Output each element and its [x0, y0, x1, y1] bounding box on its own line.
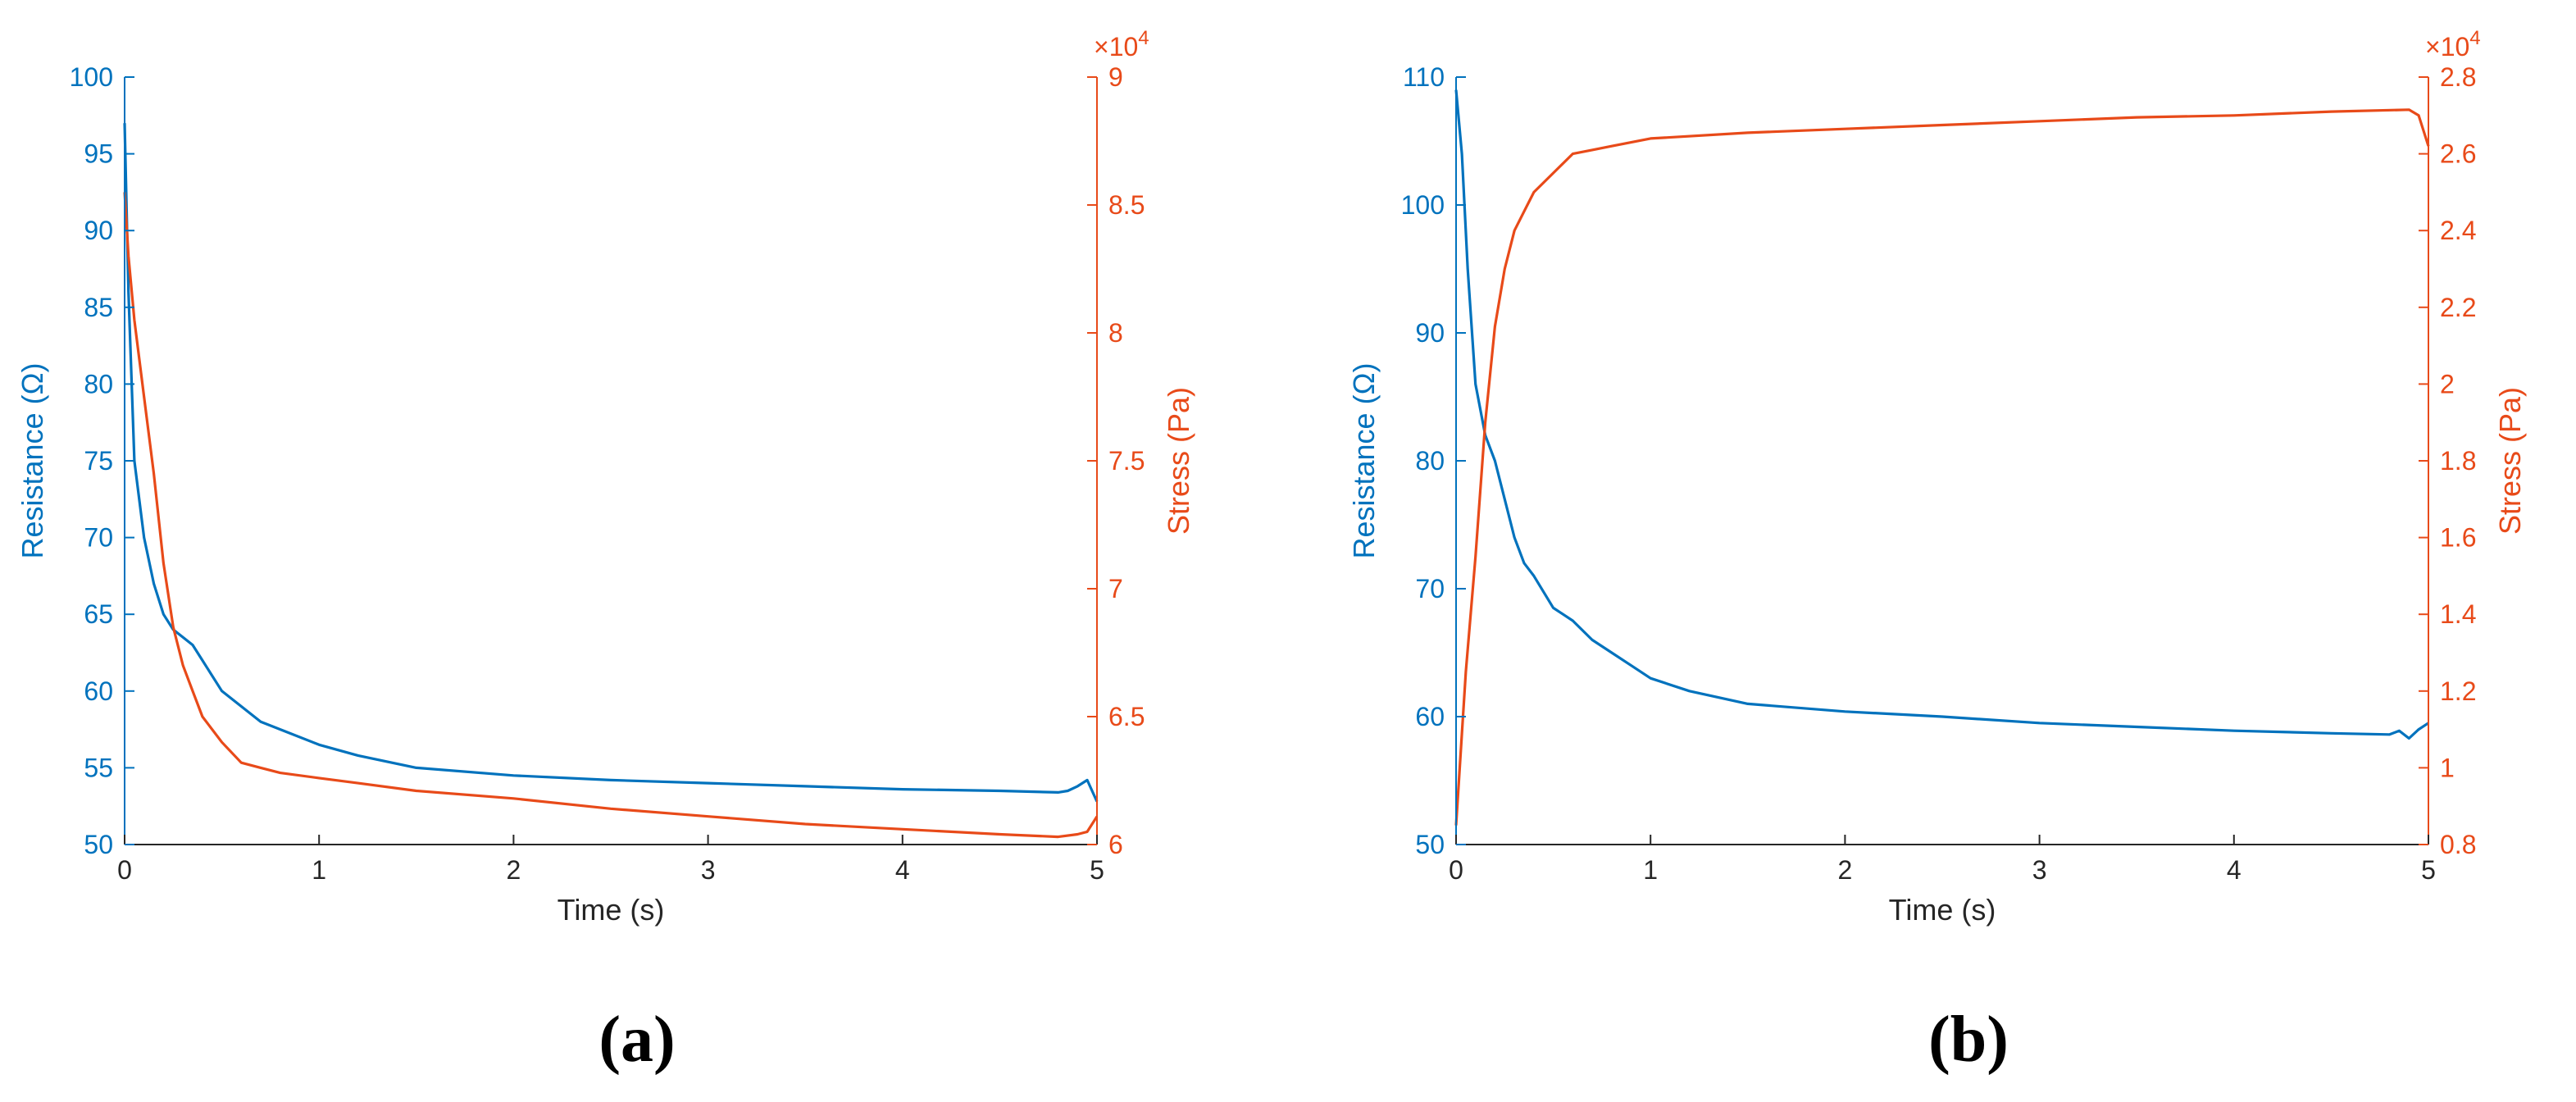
y-left-tick-label: 70 — [1415, 574, 1445, 603]
resistance-line — [1454, 89, 2429, 740]
y-right-tick-label: 2 — [2440, 369, 2455, 398]
y-left-tick-label: 85 — [84, 293, 113, 322]
y-right-tick-label: 9 — [1108, 62, 1123, 92]
y-left-axis-title: Resistance (Ω) — [1347, 363, 1381, 559]
y-left-tick-label: 90 — [1415, 318, 1445, 348]
y-left-tick-label: 95 — [84, 139, 113, 169]
y-right-multiplier: ×104 — [1094, 27, 1149, 61]
panel-label: (b) — [1928, 1004, 2009, 1076]
x-tick-label: 4 — [2227, 855, 2241, 885]
y-left-tick-label: 90 — [84, 216, 113, 245]
stress-line — [1454, 108, 2430, 826]
x-tick-label: 2 — [507, 855, 521, 885]
y-left-tick-label: 75 — [84, 446, 113, 476]
y-left-tick-label: 65 — [84, 599, 113, 629]
y-right-tick-label: 2.6 — [2440, 139, 2476, 169]
y-left-tick-label: 100 — [70, 62, 113, 92]
y-right-tick-label: 6 — [1108, 830, 1123, 859]
y-right-axis-title: Stress (Pa) — [1162, 387, 1195, 535]
chart-panel-a: 0 1 2 3 4 55055606570758085909510066.577.588.… — [16, 27, 1195, 1076]
x-tick-label: 1 — [312, 855, 326, 885]
y-right-multiplier: ×104 — [2425, 27, 2481, 61]
y-right-tick-label: 2.2 — [2440, 293, 2476, 322]
y-right-tick-label: 7 — [1108, 574, 1123, 603]
x-tick-label: 5 — [2421, 855, 2436, 885]
resistance-line — [123, 123, 1099, 803]
y-right-tick-label: 2.4 — [2440, 216, 2476, 245]
x-tick-label: 3 — [701, 855, 716, 885]
y-right-tick-label: 8.5 — [1108, 190, 1145, 220]
y-right-tick-label: 0.8 — [2440, 830, 2476, 859]
x-tick-label: 0 — [1449, 855, 1463, 885]
y-right-tick-label: 1.4 — [2440, 599, 2476, 629]
y-left-tick-label: 80 — [1415, 446, 1445, 476]
y-right-tick-label: 7.5 — [1108, 446, 1145, 476]
stress-line — [123, 192, 1099, 839]
x-tick-label: 0 — [117, 855, 132, 885]
y-left-tick-label: 60 — [1415, 702, 1445, 731]
y-left-tick-label: 70 — [84, 523, 113, 553]
x-tick-label: 5 — [1090, 855, 1104, 885]
y-left-tick-label: 110 — [1403, 62, 1445, 92]
y-right-tick-label: 1.2 — [2440, 676, 2476, 706]
y-right-tick-label: 1.8 — [2440, 446, 2476, 476]
y-left-tick-label: 50 — [1415, 830, 1445, 859]
y-left-tick-label: 80 — [84, 369, 113, 398]
y-right-axis-title: Stress (Pa) — [2493, 387, 2527, 535]
y-right-tick-label: 1.6 — [2440, 523, 2476, 553]
y-left-tick-label: 60 — [84, 676, 113, 706]
y-left-tick-label: 100 — [1401, 190, 1445, 220]
y-left-tick-label: 50 — [84, 830, 113, 859]
x-tick-label: 3 — [2032, 855, 2047, 885]
y-right-tick-label: 2.8 — [2440, 62, 2476, 92]
panel-label: (a) — [598, 1004, 675, 1076]
x-tick-label: 2 — [1838, 855, 1853, 885]
y-right-tick-label: 8 — [1108, 318, 1123, 348]
y-right-tick-label: 6.5 — [1108, 702, 1145, 731]
chart-panel-b: 0 1 2 3 4 5 50 60 70 80 90 100 110 0.8 1 1.2 1.4 1.6 1.8 2 2… — [1347, 27, 2527, 1076]
y-left-tick-label: 55 — [84, 753, 113, 782]
y-left-axis-title: Resistance (Ω) — [16, 363, 49, 559]
y-right-tick-label: 1 — [2440, 753, 2455, 782]
x-tick-label: 1 — [1643, 855, 1658, 885]
x-tick-label: 4 — [895, 855, 910, 885]
x-axis-title: Time (s) — [1889, 893, 1996, 927]
x-axis-title: Time (s) — [558, 893, 665, 927]
